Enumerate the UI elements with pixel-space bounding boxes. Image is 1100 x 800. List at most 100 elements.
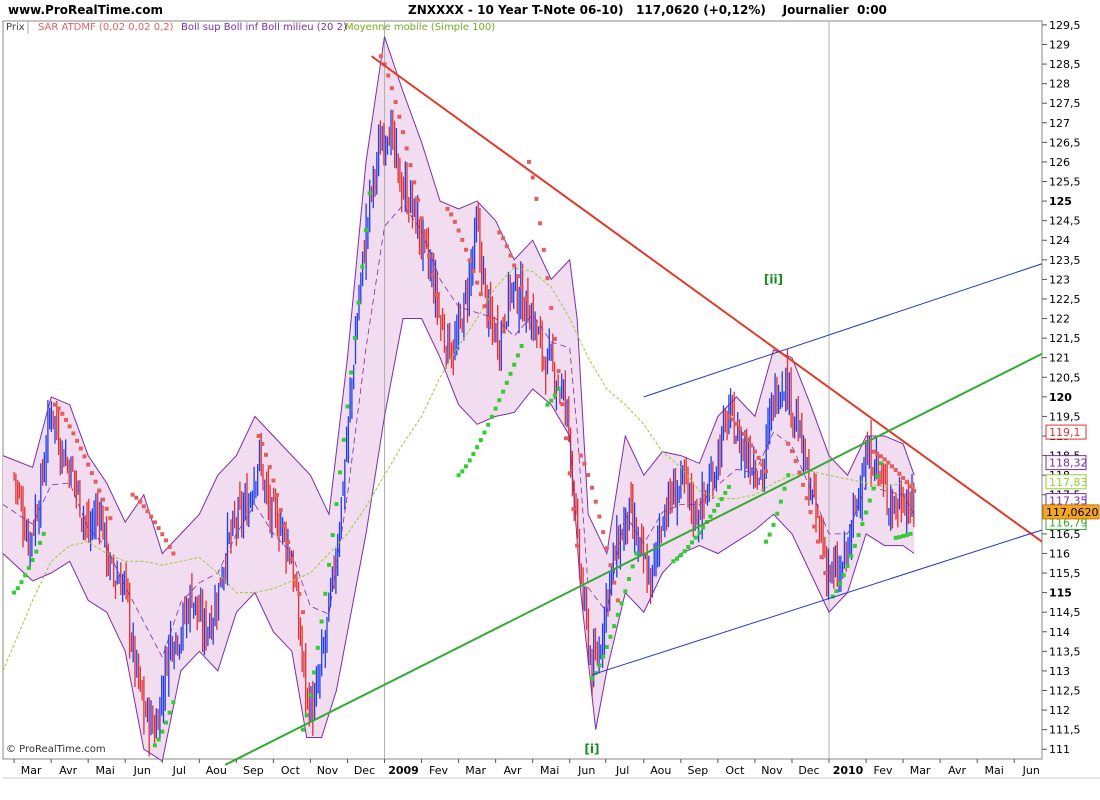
- sar-dot: [401, 130, 405, 135]
- sar-dot: [482, 304, 487, 309]
- sar-dot: [452, 219, 457, 224]
- x-tick-label: Mai: [540, 764, 559, 777]
- sar-dot: [612, 624, 617, 629]
- sar-dot: [75, 438, 80, 443]
- sar-dot: [504, 244, 509, 249]
- sar-dot: [415, 198, 420, 203]
- sar-dot: [882, 457, 887, 462]
- y-tick-label: 129: [1049, 38, 1070, 51]
- sar-dot: [764, 539, 768, 544]
- sar-dot: [690, 540, 694, 545]
- x-tick-label: Jul: [615, 764, 629, 777]
- sar-dot: [519, 285, 524, 290]
- sar-dot: [497, 230, 502, 235]
- sar-dot: [41, 531, 46, 536]
- trendline-green: [224, 352, 1043, 766]
- sar-dot: [367, 191, 372, 196]
- sar-dot: [578, 453, 583, 458]
- y-tick-label: 111,5: [1049, 724, 1081, 737]
- sar-dot: [601, 530, 606, 535]
- x-tick-label: Jun: [577, 764, 595, 777]
- sar-dot: [767, 532, 772, 537]
- sar-dot: [619, 601, 624, 606]
- sar-dot: [360, 264, 365, 269]
- sar-dot: [604, 546, 609, 551]
- sar-dot: [82, 454, 87, 459]
- y-tick-label: 113,5: [1049, 645, 1081, 658]
- sar-dot: [19, 580, 24, 585]
- x-tick-label: Aou: [650, 764, 671, 777]
- sar-dot: [341, 437, 346, 442]
- y-tick-label: 125,5: [1049, 176, 1081, 189]
- sar-dot: [582, 461, 587, 466]
- price-marker-label: 117,83: [1049, 476, 1088, 489]
- trendline-blue-upper: [643, 263, 1043, 398]
- sar-dot: [267, 465, 272, 470]
- x-tick-label: Aou: [206, 764, 227, 777]
- sar-dot: [149, 514, 154, 519]
- x-tick-label: Sep: [243, 764, 264, 777]
- sar-dot: [478, 438, 483, 442]
- sar-dot: [567, 471, 572, 476]
- sar-dot: [556, 369, 561, 374]
- site-name[interactable]: www.ProRealTime.com: [8, 3, 163, 17]
- sar-dot: [23, 573, 28, 578]
- sar-dot: [64, 417, 68, 422]
- sar-dot: [819, 555, 824, 560]
- price-marker-label: 116,79: [1049, 517, 1088, 530]
- sar-dot: [330, 533, 335, 537]
- sar-dot: [756, 455, 761, 460]
- sar-dot: [867, 498, 872, 503]
- x-tick-label: Mar: [910, 764, 931, 777]
- sar-dot: [741, 431, 746, 436]
- sar-dot: [804, 496, 809, 501]
- y-tick-label: 127,5: [1049, 97, 1081, 110]
- sar-dot: [467, 258, 472, 263]
- sar-dot: [164, 720, 168, 725]
- sar-dot: [301, 610, 305, 615]
- sar-dot: [26, 565, 31, 570]
- sar-dot: [552, 393, 557, 398]
- sar-dot: [364, 228, 368, 233]
- x-tick-label: Nov: [761, 764, 783, 777]
- sar-dot: [893, 468, 898, 472]
- sar-dot: [860, 522, 865, 526]
- sar-dot: [575, 543, 580, 548]
- sar-dot: [52, 402, 57, 407]
- sar-dot: [460, 469, 465, 474]
- bollinger-middle: [2, 204, 915, 659]
- sar-dot: [864, 510, 869, 515]
- sar-dot: [345, 404, 350, 409]
- x-tick-label: Mar: [21, 764, 42, 777]
- sar-dot: [482, 430, 487, 435]
- y-tick-label: 116,5: [1049, 528, 1081, 541]
- sar-dot: [393, 100, 398, 104]
- sar-dot: [727, 414, 731, 419]
- price-marker-box: [1045, 455, 1087, 471]
- sar-dot: [871, 449, 876, 454]
- sar-dot: [404, 146, 409, 151]
- y-tick-label: 129,5: [1049, 19, 1081, 32]
- sar-dot: [89, 471, 94, 476]
- y-tick-label: 116: [1049, 547, 1070, 560]
- sar-dot: [793, 459, 798, 464]
- x-tick-label: Mai: [96, 764, 115, 777]
- sar-dot: [512, 362, 517, 367]
- chart-legend: Prix SAR ATDMF (0,02 0,02 0,2) Boll sup Bo…: [6, 21, 495, 34]
- sar-dot: [738, 426, 743, 431]
- sar-dot: [834, 589, 839, 594]
- sar-dot: [530, 175, 535, 180]
- y-tick-label: 123,5: [1049, 254, 1081, 267]
- x-tick-label: Avr: [504, 764, 522, 777]
- sar-dot: [315, 645, 320, 650]
- sar-dot: [775, 511, 780, 516]
- sar-dot: [908, 484, 913, 489]
- sar-dot: [749, 443, 754, 448]
- sar-dot: [97, 488, 102, 493]
- sar-dot: [897, 471, 902, 476]
- sar-dot: [464, 464, 468, 469]
- sar-dot: [15, 586, 20, 591]
- sar-dot: [478, 292, 483, 297]
- sar-dot: [627, 577, 631, 581]
